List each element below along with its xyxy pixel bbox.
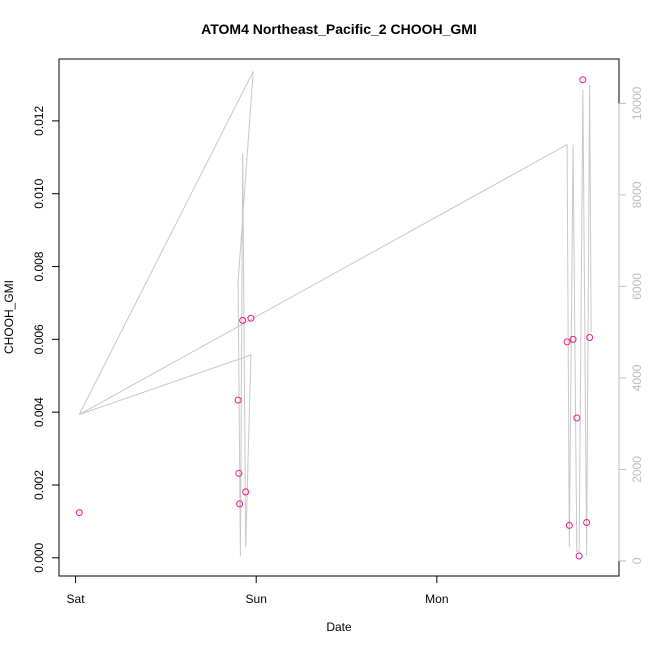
x-tick-label: Sat (67, 592, 86, 606)
y-axis-label: CHOOH_GMI (2, 280, 16, 354)
y2-tick-label: 2000 (630, 456, 644, 483)
data-point (583, 518, 591, 526)
data-point (247, 314, 255, 322)
y-tick-label: 0.008 (32, 251, 46, 281)
y-tick-label: 0.010 (32, 178, 46, 208)
y-tick-label: 0.002 (32, 470, 46, 500)
y-tick-label: 0.012 (32, 106, 46, 136)
data-point (75, 509, 83, 517)
y2-tick-label: 0 (630, 557, 644, 564)
y2-tick-label: 8000 (630, 181, 644, 208)
point-series (75, 76, 594, 560)
y-axis-left: 0.000 0.002 0.004 0.006 0.008 0.010 0.012 (32, 106, 60, 573)
data-point (242, 488, 250, 496)
x-tick-label: Mon (425, 592, 448, 606)
y2-tick-label: 10000 (630, 86, 644, 120)
data-point (579, 76, 587, 84)
chart-title: ATOM4 Northeast_Pacific_2 CHOOH_GMI (201, 21, 477, 37)
y-tick-label: 0.000 (32, 542, 46, 572)
data-point (239, 316, 247, 324)
y2-tick-label: 4000 (630, 364, 644, 391)
y2-tick-label: 6000 (630, 273, 644, 300)
y-tick-label: 0.004 (32, 397, 46, 427)
data-point (236, 500, 244, 508)
data-point (575, 552, 583, 560)
data-point (235, 469, 243, 477)
series-line (78, 71, 592, 557)
plot-frame (58, 58, 620, 577)
data-point (573, 414, 581, 422)
x-axis-label: Date (326, 620, 352, 634)
x-axis: Sat Sun Mon (67, 575, 449, 606)
data-point (234, 396, 242, 404)
data-point (565, 521, 573, 529)
y-axis-right: 0 2000 4000 6000 8000 10000 (618, 86, 644, 564)
data-point (569, 335, 577, 343)
data-point (586, 334, 594, 342)
line-series (78, 71, 592, 557)
x-tick-label: Sun (246, 592, 267, 606)
data-point (563, 338, 571, 346)
y-tick-label: 0.006 (32, 324, 46, 354)
